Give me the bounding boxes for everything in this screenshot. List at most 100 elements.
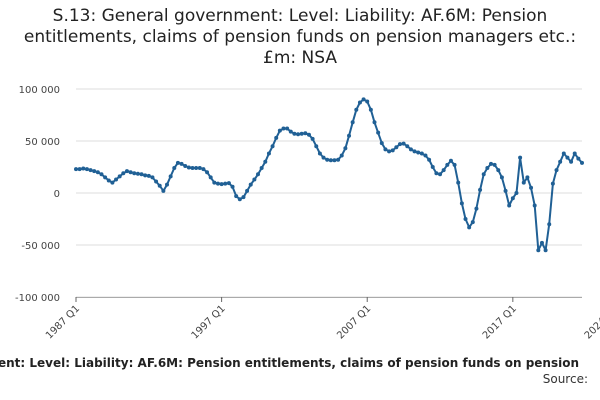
data-point: [448, 158, 453, 163]
data-point: [478, 187, 483, 192]
data-point: [212, 180, 217, 185]
data-point: [565, 155, 570, 160]
data-point: [332, 158, 337, 163]
x-tick-label: 2024 Q1: [583, 303, 600, 341]
data-point: [230, 184, 235, 189]
data-point: [103, 175, 108, 180]
data-point: [481, 172, 486, 177]
data-point: [157, 183, 162, 188]
data-point: [256, 172, 261, 177]
data-point: [336, 157, 341, 162]
chart-footer: ent: Level: Liability: AF.6M: Pension en…: [0, 356, 600, 370]
series-layer: [74, 97, 584, 253]
data-point: [343, 146, 348, 151]
data-point: [114, 177, 119, 182]
data-point: [445, 162, 450, 167]
y-tick-label: 0: [54, 189, 60, 200]
data-point: [92, 169, 97, 174]
data-point: [423, 153, 428, 158]
data-point: [408, 147, 413, 152]
data-point: [456, 180, 461, 185]
data-point: [81, 166, 86, 171]
data-point: [84, 167, 89, 172]
data-point: [154, 179, 159, 184]
data-point: [496, 168, 501, 173]
data-point: [387, 149, 392, 154]
data-point: [394, 145, 399, 150]
data-point: [539, 240, 544, 245]
data-point: [179, 161, 184, 166]
data-point: [121, 171, 126, 176]
data-point: [106, 178, 111, 183]
y-tick-label: -50 000: [21, 241, 60, 252]
data-point: [543, 248, 548, 253]
data-point: [296, 132, 301, 137]
data-point: [277, 128, 282, 133]
data-point: [430, 165, 435, 169]
data-point: [365, 99, 370, 104]
data-point: [215, 181, 220, 186]
data-point: [99, 172, 104, 177]
data-point: [401, 141, 406, 146]
data-point: [339, 153, 344, 158]
data-point: [525, 175, 530, 180]
data-point: [266, 151, 271, 156]
data-point: [205, 170, 210, 175]
data-point: [510, 196, 515, 201]
data-point: [263, 159, 268, 164]
data-point: [223, 181, 228, 186]
data-point: [95, 170, 100, 175]
data-point: [416, 150, 421, 155]
data-point: [561, 151, 566, 156]
data-point: [521, 180, 526, 185]
x-tick-label: 2007 Q1: [335, 303, 373, 341]
data-point: [245, 188, 250, 193]
data-point: [518, 155, 523, 160]
data-point: [288, 129, 293, 134]
data-point: [281, 126, 286, 131]
data-point: [285, 126, 290, 131]
data-point: [310, 136, 315, 141]
data-point: [580, 160, 584, 165]
data-point: [547, 222, 552, 227]
data-point: [397, 142, 402, 147]
data-point: [427, 157, 432, 162]
data-point: [383, 147, 388, 152]
data-point: [165, 182, 170, 187]
data-point: [219, 182, 224, 187]
data-point: [441, 168, 446, 173]
data-point: [572, 151, 577, 156]
data-point: [357, 100, 362, 105]
data-point: [74, 167, 78, 172]
data-point: [492, 162, 497, 167]
data-point: [419, 151, 424, 156]
data-point: [146, 173, 151, 178]
data-point: [368, 107, 373, 112]
data-point: [197, 166, 202, 171]
data-point: [226, 181, 231, 186]
data-point: [463, 217, 468, 221]
data-point: [186, 165, 191, 170]
data-point: [347, 133, 352, 138]
data-point: [274, 135, 279, 140]
data-point: [234, 194, 239, 199]
data-point: [132, 171, 137, 176]
data-point: [248, 182, 253, 187]
series-line: [76, 98, 583, 252]
data-point: [488, 161, 493, 166]
data-point: [252, 177, 257, 182]
data-point: [325, 157, 330, 162]
data-point: [474, 206, 479, 211]
chart-title: S.13: General government: Level: Liabili…: [23, 6, 577, 68]
x-tick-label: 2017 Q1: [481, 303, 519, 341]
data-point: [503, 188, 508, 193]
data-point: [390, 148, 395, 153]
data-point: [183, 163, 188, 168]
data-point: [452, 162, 457, 167]
source-label: Source:: [542, 372, 588, 386]
data-point: [434, 171, 439, 176]
data-point: [321, 155, 326, 160]
